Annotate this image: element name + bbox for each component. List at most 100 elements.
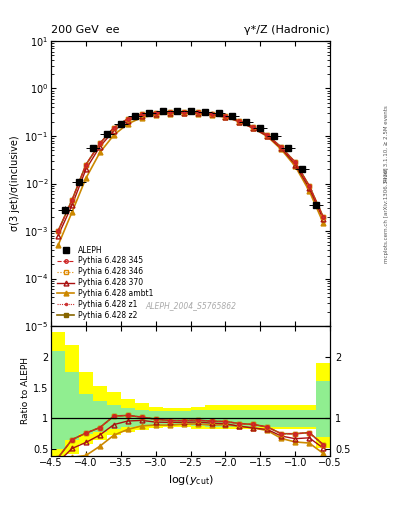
Pythia 6.428 345 [223,113,228,119]
Pythia 6.428 345 [265,132,270,138]
Pythia 6.428 346 [307,183,312,189]
Pythia 6.428 z2 [84,162,88,168]
Pythia 6.428 346 [181,109,186,115]
X-axis label: $\log(y_{\rm cut})$: $\log(y_{\rm cut})$ [168,473,213,486]
Pythia 6.428 346 [293,159,298,165]
Pythia 6.428 ambt1 [84,175,88,181]
Pythia 6.428 z2 [97,140,102,146]
Line: Pythia 6.428 ambt1: Pythia 6.428 ambt1 [56,111,325,248]
Pythia 6.428 z2 [153,110,158,116]
Pythia 6.428 346 [237,118,242,124]
Pythia 6.428 346 [279,144,284,151]
Pythia 6.428 z1 [209,111,214,117]
Pythia 6.428 z2 [293,159,298,165]
Pythia 6.428 345 [125,116,130,122]
Pythia 6.428 z2 [209,111,214,117]
Pythia 6.428 346 [56,228,61,234]
Pythia 6.428 345 [279,144,284,151]
Pythia 6.428 370 [56,232,61,239]
Pythia 6.428 370 [84,166,88,172]
Pythia 6.428 z2 [307,183,312,189]
Pythia 6.428 345 [70,197,74,203]
Pythia 6.428 345 [321,214,325,220]
Text: ALEPH_2004_S5765862: ALEPH_2004_S5765862 [145,302,236,311]
Pythia 6.428 z1 [237,118,242,124]
Pythia 6.428 z2 [140,111,144,117]
Pythia 6.428 z2 [195,109,200,115]
Pythia 6.428 370 [293,162,298,168]
Text: 200 GeV  ee: 200 GeV ee [51,25,119,35]
Pythia 6.428 346 [265,132,270,138]
Pythia 6.428 346 [195,109,200,115]
Y-axis label: Ratio to ALEPH: Ratio to ALEPH [21,357,30,424]
Pythia 6.428 ambt1 [153,112,158,118]
Pythia 6.428 345 [56,228,61,234]
Pythia 6.428 z1 [70,197,74,203]
Pythia 6.428 ambt1 [97,150,102,156]
Pythia 6.428 346 [251,124,256,130]
Pythia 6.428 z1 [265,132,270,138]
Pythia 6.428 346 [209,111,214,117]
Line: Pythia 6.428 345: Pythia 6.428 345 [56,110,325,233]
Pythia 6.428 345 [112,124,116,131]
Pythia 6.428 z1 [56,228,61,234]
Pythia 6.428 370 [153,111,158,117]
Pythia 6.428 ambt1 [279,146,284,153]
Pythia 6.428 370 [209,111,214,117]
Pythia 6.428 346 [321,214,325,220]
Pythia 6.428 345 [195,109,200,115]
Pythia 6.428 z2 [237,118,242,124]
Pythia 6.428 345 [293,159,298,165]
Pythia 6.428 z1 [223,113,228,119]
Pythia 6.428 346 [153,110,158,116]
Pythia 6.428 370 [125,118,130,124]
Text: γ*/Z (Hadronic): γ*/Z (Hadronic) [244,25,330,35]
Pythia 6.428 ambt1 [237,119,242,125]
Pythia 6.428 z2 [181,109,186,115]
Pythia 6.428 346 [84,162,88,168]
Pythia 6.428 ambt1 [209,112,214,118]
Pythia 6.428 z1 [181,109,186,115]
Text: mcplots.cern.ch [arXiv:1306.3436]: mcplots.cern.ch [arXiv:1306.3436] [384,167,389,263]
Pythia 6.428 370 [279,145,284,152]
Pythia 6.428 ambt1 [112,132,116,138]
Pythia 6.428 345 [181,109,186,115]
Pythia 6.428 ambt1 [70,209,74,215]
Pythia 6.428 345 [237,118,242,124]
Pythia 6.428 z1 [140,111,144,117]
Pythia 6.428 ambt1 [293,163,298,169]
Pythia 6.428 346 [112,124,116,131]
Pythia 6.428 370 [70,202,74,208]
Pythia 6.428 z2 [223,113,228,119]
Pythia 6.428 ambt1 [195,111,200,117]
Legend: ALEPH, Pythia 6.428 345, Pythia 6.428 346, Pythia 6.428 370, Pythia 6.428 ambt1,: ALEPH, Pythia 6.428 345, Pythia 6.428 34… [55,243,156,322]
Pythia 6.428 z2 [70,197,74,203]
Pythia 6.428 z2 [265,132,270,138]
Pythia 6.428 346 [167,109,172,115]
Pythia 6.428 z1 [125,116,130,122]
Pythia 6.428 z2 [279,144,284,151]
Pythia 6.428 ambt1 [56,242,61,248]
Pythia 6.428 z2 [251,124,256,130]
Pythia 6.428 346 [140,111,144,117]
Pythia 6.428 z2 [112,124,116,131]
Pythia 6.428 z1 [251,124,256,130]
Pythia 6.428 370 [112,127,116,134]
Line: Pythia 6.428 z2: Pythia 6.428 z2 [56,110,325,233]
Pythia 6.428 ambt1 [321,220,325,226]
Pythia 6.428 z2 [125,116,130,122]
Pythia 6.428 ambt1 [265,133,270,139]
Pythia 6.428 z1 [307,183,312,189]
Y-axis label: σ(3 jet)/σ(inclusive): σ(3 jet)/σ(inclusive) [10,136,20,231]
Pythia 6.428 345 [251,124,256,130]
Pythia 6.428 z1 [97,140,102,146]
Pythia 6.428 ambt1 [223,114,228,120]
Pythia 6.428 346 [97,140,102,146]
Pythia 6.428 ambt1 [251,125,256,132]
Pythia 6.428 ambt1 [167,111,172,117]
Pythia 6.428 370 [97,143,102,150]
Pythia 6.428 370 [237,119,242,125]
Pythia 6.428 ambt1 [181,110,186,116]
Text: Rivet 3.1.10, ≥ 2.5M events: Rivet 3.1.10, ≥ 2.5M events [384,105,389,182]
Pythia 6.428 z1 [84,162,88,168]
